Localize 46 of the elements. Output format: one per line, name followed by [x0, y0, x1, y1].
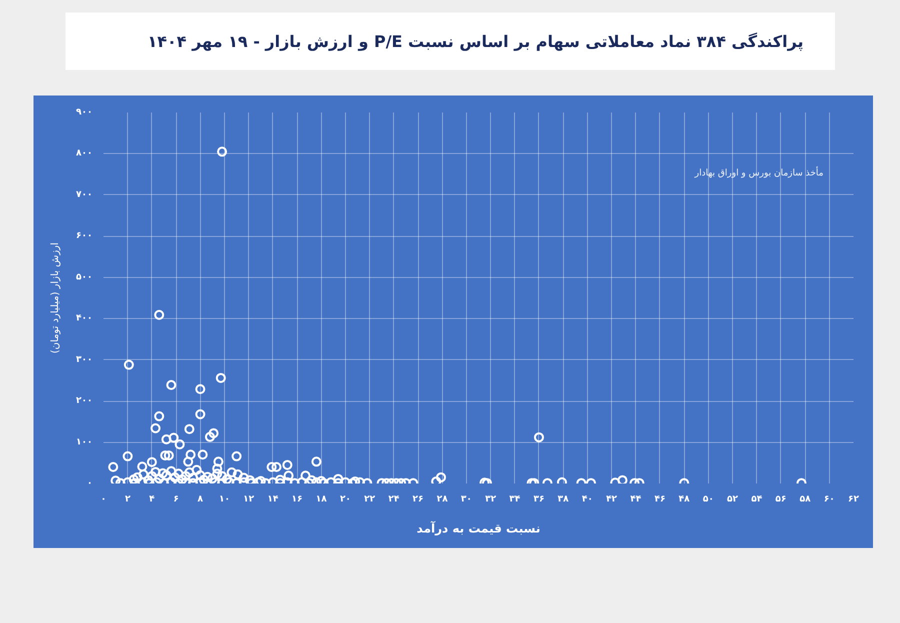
y-tick-label: ۸۰۰	[76, 148, 93, 159]
x-tick-label: ۴۶	[654, 494, 666, 504]
x-tick-label: ۳۴	[509, 494, 521, 504]
x-tick-label: ۵۰	[702, 494, 714, 504]
x-tick-label: ۲	[124, 494, 131, 504]
y-tick-label: ۶۰۰	[76, 231, 93, 242]
x-tick-label: ۱۰	[218, 494, 230, 504]
y-tick-label: ۱۰۰	[76, 437, 93, 448]
x-tick-label: ۴۸	[678, 494, 690, 504]
x-tick-label: ۸	[198, 494, 204, 504]
x-tick-label: ۰	[100, 494, 106, 504]
x-tick-label: ۱۴	[267, 494, 279, 504]
x-tick-label: ۴۲	[606, 494, 618, 504]
x-tick-label: ۳۸	[558, 494, 570, 504]
x-tick-label: ۳۶	[533, 494, 544, 504]
y-tick-label: ۲۰۰	[76, 396, 93, 406]
y-tick-label: ۰	[87, 478, 93, 488]
annotation: مأخذ سازمان بورس و اوراق بهادار	[694, 166, 824, 179]
y-tick-label: ۳۰۰	[76, 354, 93, 365]
x-tick-label: ۳۰	[460, 494, 472, 504]
x-tick-label: ۱۸	[316, 494, 328, 504]
x-tick-label: ۶	[173, 494, 179, 504]
x-tick-label: ۴	[149, 494, 156, 504]
x-tick-label: ۲۸	[436, 494, 448, 504]
y-tick-label: ۷۰۰	[76, 190, 93, 200]
y-tick-label: ۵۰۰	[76, 272, 93, 282]
x-tick-label: ۵۴	[751, 494, 763, 504]
x-tick-label: ۵۲	[727, 494, 739, 504]
x-tick-label: ۶۰	[824, 494, 835, 504]
x-tick-label: ۵۶	[775, 494, 786, 504]
y-tick-label: ۴۰۰	[76, 314, 93, 324]
x-tick-label: ۲۶	[412, 494, 424, 504]
chart-title: پراکندگی ۳۸۴ نماد معاملاتی سهام بر اساس نسبت P/E و ارزش بازار - ۱۹ مهر ۱۴۰۴	[147, 32, 804, 51]
x-tick-label: ۱۶	[292, 494, 303, 504]
x-tick-label: ۴۴	[630, 494, 642, 504]
x-tick-label: ۲۴	[388, 494, 400, 504]
x-axis-title: نسبت قیمت به درآمد	[416, 520, 540, 536]
x-tick-label: ۲۰	[340, 494, 351, 504]
y-tick-label: ۹۰۰	[76, 108, 93, 118]
x-tick-label: ۶۲	[848, 494, 860, 504]
x-tick-label: ۳۲	[485, 494, 497, 504]
x-tick-label: ۵۸	[800, 494, 812, 504]
y-axis-title: ارزش بازار (میلیارد تومان)	[50, 242, 62, 354]
x-tick-label: ۴۰	[582, 494, 593, 504]
x-tick-label: ۱۲	[243, 494, 255, 504]
x-tick-label: ۲۲	[364, 494, 376, 504]
